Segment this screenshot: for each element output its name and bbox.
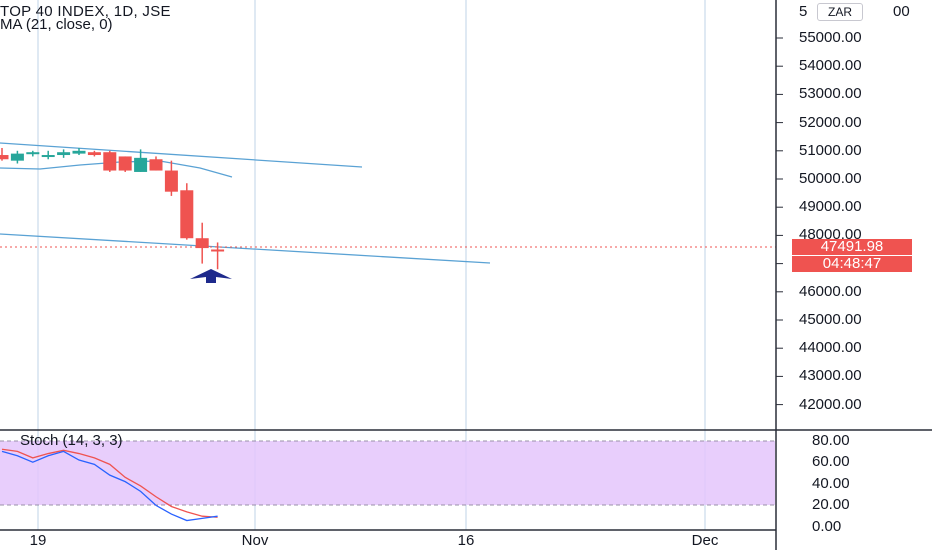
stoch-k-line xyxy=(1,450,218,522)
time-label-dec: Dec xyxy=(692,532,719,549)
candle-body xyxy=(180,190,194,239)
price-label: 53000.00 xyxy=(799,85,862,103)
price-label: 55000.00 xyxy=(799,29,862,46)
candle-body xyxy=(87,152,101,156)
candle[interactable] xyxy=(10,150,24,164)
price-label: 42000.00 xyxy=(799,395,862,413)
up-arrow-icon[interactable] xyxy=(190,269,232,283)
current-price-badge: 47491.98 xyxy=(792,239,912,255)
upper-trendline[interactable] xyxy=(0,142,363,168)
price-label: 50000.00 xyxy=(799,170,862,187)
candle[interactable] xyxy=(103,150,117,172)
time-label-16: 16 xyxy=(458,532,475,549)
stoch-label: 40.00 xyxy=(812,474,850,492)
candle-body xyxy=(211,249,225,252)
candle[interactable] xyxy=(211,242,225,270)
candle[interactable] xyxy=(149,156,163,171)
bar-countdown-badge: 04:48:47 xyxy=(792,256,912,272)
stoch-indicator-label[interactable]: Stoch (14, 3, 3) xyxy=(20,432,123,449)
time-label-nov: Nov xyxy=(242,532,269,549)
candle-body xyxy=(103,152,117,171)
stoch-label: 20.00 xyxy=(812,496,850,514)
price-label: 49000.00 xyxy=(799,198,862,216)
candle[interactable] xyxy=(72,147,86,156)
price-label-top-partial: 5 xyxy=(799,3,808,20)
candle-body xyxy=(72,150,86,154)
ma-indicator-label[interactable]: MA (21, close, 0) xyxy=(0,16,113,33)
candle-body xyxy=(26,152,40,155)
candle-body xyxy=(10,153,24,161)
stoch-label: 0.00 xyxy=(812,518,842,535)
candles xyxy=(0,147,225,270)
price-label: 54000.00 xyxy=(799,57,862,75)
candle-body xyxy=(41,155,55,158)
candle-body xyxy=(149,159,163,171)
stoch-label: 60.00 xyxy=(812,453,850,471)
time-label-19: 19 xyxy=(30,532,47,549)
stoch-label: 80.00 xyxy=(812,431,850,449)
candle[interactable] xyxy=(87,150,101,157)
candle[interactable] xyxy=(57,149,71,158)
time-axis[interactable]: 19 Nov 16 Dec xyxy=(30,532,719,549)
candle[interactable] xyxy=(195,222,209,264)
lower-trendline[interactable] xyxy=(0,233,491,264)
candle-body xyxy=(195,238,209,249)
candle-body xyxy=(164,170,178,192)
candle-body xyxy=(118,156,132,171)
price-label-top-partial-right: 00 xyxy=(893,3,910,20)
candle[interactable] xyxy=(26,150,40,157)
price-label: 44000.00 xyxy=(799,339,862,357)
candle[interactable] xyxy=(118,156,132,172)
candle[interactable] xyxy=(180,183,194,240)
stoch-band xyxy=(0,441,775,505)
candle[interactable] xyxy=(0,147,9,161)
candle-body xyxy=(134,157,148,172)
candle-body xyxy=(57,152,71,156)
price-tick-marks xyxy=(776,37,783,406)
candle[interactable] xyxy=(164,160,178,196)
candle[interactable] xyxy=(134,149,148,172)
candle[interactable] xyxy=(41,150,55,160)
candle-body xyxy=(0,155,9,160)
symbol-title[interactable]: TOP 40 INDEX, 1D, JSE xyxy=(0,3,171,20)
price-label: 51000.00 xyxy=(799,141,862,159)
currency-button[interactable]: ZAR xyxy=(817,3,863,21)
stoch-d-line xyxy=(1,448,218,518)
price-label: 52000.00 xyxy=(799,113,862,131)
price-label: 43000.00 xyxy=(799,367,862,385)
price-label: 45000.00 xyxy=(799,311,862,328)
price-label: 46000.00 xyxy=(799,282,862,300)
stoch-lines xyxy=(1,448,218,522)
